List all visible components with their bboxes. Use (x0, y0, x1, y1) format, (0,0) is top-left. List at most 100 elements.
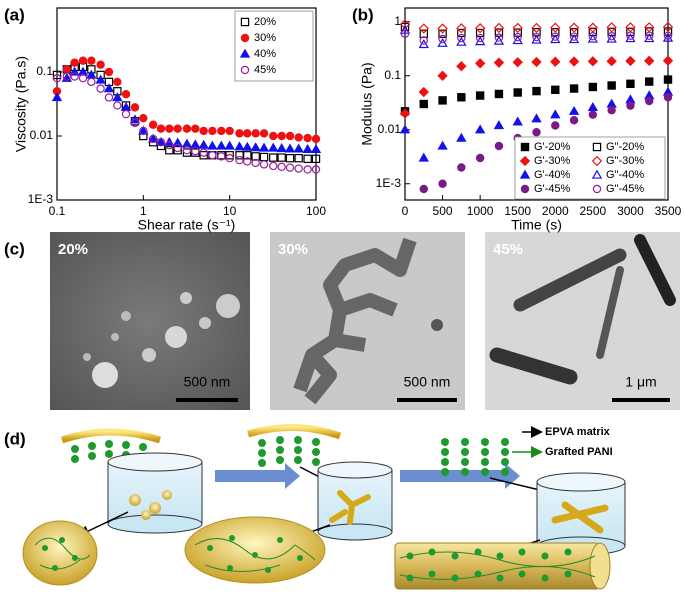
marker (457, 28, 466, 38)
y-tick-label: 1E-3 (376, 176, 402, 190)
plot-frame (56, 7, 317, 201)
marker (493, 120, 505, 130)
marker (182, 148, 192, 157)
legend-marker (591, 155, 603, 167)
marker (587, 22, 599, 33)
marker (191, 124, 200, 133)
marker (513, 88, 522, 97)
marker (418, 152, 429, 162)
marker (419, 184, 428, 194)
marker (104, 93, 114, 102)
marker (551, 121, 560, 130)
marker (87, 56, 96, 65)
marker (456, 23, 467, 34)
legend-marker (591, 169, 603, 179)
marker (251, 129, 260, 138)
marker (173, 145, 182, 155)
marker (399, 19, 411, 30)
marker (235, 129, 244, 138)
marker (87, 77, 96, 87)
marker (494, 89, 504, 99)
marker (663, 31, 673, 40)
marker (551, 85, 560, 94)
marker (606, 33, 617, 43)
marker (224, 140, 235, 150)
marker (191, 146, 200, 156)
marker (474, 58, 486, 69)
marker (190, 139, 201, 149)
marker (494, 141, 504, 151)
marker (277, 153, 286, 162)
marker (645, 31, 654, 40)
marker (172, 137, 183, 147)
marker (234, 141, 245, 151)
marker (181, 138, 193, 148)
diagram-label: Grafted PANI (545, 446, 613, 458)
marker (148, 120, 158, 129)
marker (645, 96, 654, 106)
legend-label: G'-45% (534, 183, 571, 195)
marker (419, 36, 428, 45)
marker (418, 86, 429, 98)
marker (182, 124, 192, 133)
marker (156, 124, 166, 133)
marker (626, 31, 635, 40)
legend-label: G'-40% (534, 169, 571, 181)
x-tick-label: 2500 (580, 204, 607, 218)
marker (225, 151, 234, 160)
marker (78, 74, 88, 83)
marker (399, 124, 411, 134)
marker (457, 33, 466, 43)
legend-label: G'-30% (534, 155, 571, 167)
marker (625, 33, 636, 43)
plot-frame (404, 7, 669, 201)
marker (311, 165, 321, 174)
legend-marker (520, 184, 530, 194)
y-tick-label: 1 (394, 14, 401, 28)
marker (96, 84, 105, 93)
marker (52, 70, 62, 80)
marker (104, 67, 114, 77)
marker (662, 21, 674, 33)
marker (494, 33, 504, 42)
marker (663, 75, 673, 84)
marker (569, 116, 579, 125)
marker (302, 143, 313, 153)
marker (588, 110, 598, 119)
marker (96, 60, 105, 69)
y-tick-label: 0.01 (30, 128, 54, 142)
marker (269, 131, 278, 141)
marker (437, 23, 448, 34)
marker (474, 23, 486, 34)
marker (438, 29, 447, 38)
marker (199, 148, 208, 157)
marker (285, 131, 295, 141)
marker (438, 179, 447, 188)
marker (550, 22, 561, 33)
marker (250, 142, 261, 152)
marker (456, 132, 467, 142)
marker (139, 126, 148, 136)
marker (225, 153, 234, 163)
marker (199, 126, 208, 136)
marker (512, 22, 523, 34)
marker (269, 153, 278, 162)
marker (277, 162, 286, 172)
y-axis-label: Viscosity (Pa.s) (13, 56, 29, 152)
marker (474, 124, 486, 134)
legend-marker (240, 17, 250, 27)
x-tick-label: 1 (140, 204, 147, 218)
y-tick-label: 0.01 (378, 122, 402, 136)
marker (475, 153, 485, 163)
marker (113, 101, 122, 110)
marker (437, 37, 448, 47)
marker (607, 81, 616, 90)
marker (258, 142, 270, 152)
marker (70, 72, 79, 81)
micrograph-label: 45% (493, 241, 523, 258)
marker (663, 27, 673, 36)
marker (268, 142, 279, 152)
marker (419, 29, 428, 38)
marker (606, 56, 617, 67)
micrograph: 20% 500 nm (50, 232, 250, 410)
